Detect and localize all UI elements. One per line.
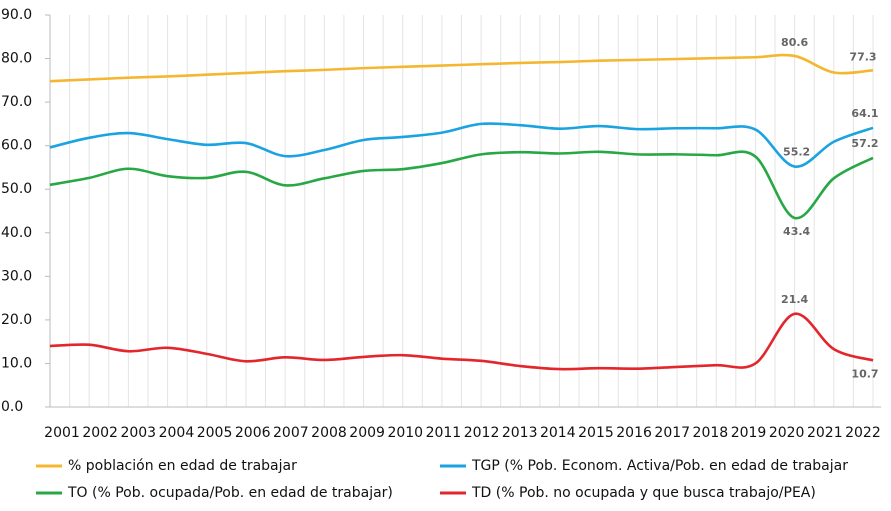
legend-label: TD (% Pob. no ocupada y que busca trabaj… (471, 485, 816, 501)
legend-label: TO (% Pob. ocupada/Pob. en edad de traba… (67, 485, 393, 501)
y-tick-label: 20.0 (1, 312, 32, 328)
y-tick-label: 90.0 (1, 7, 32, 23)
value-label: 43.4 (783, 225, 810, 238)
x-tick-label: 2014 (540, 425, 576, 441)
x-tick-label: 2002 (82, 425, 118, 441)
x-tick-label: 2011 (426, 425, 462, 441)
y-tick-label: 80.0 (1, 51, 32, 67)
value-label: 64.1 (851, 107, 878, 120)
value-label: 80.6 (781, 36, 808, 49)
y-tick-label: 60.0 (1, 138, 32, 154)
x-tick-label: 2022 (845, 425, 881, 441)
series-line (49, 122, 874, 168)
x-tick-label: 2015 (578, 425, 614, 441)
y-tick-label: 10.0 (1, 355, 32, 371)
x-tick-label: 2018 (693, 425, 729, 441)
legend-label: % población en edad de trabajar (68, 458, 297, 474)
value-label: 77.3 (849, 50, 876, 63)
y-tick-label: 70.0 (1, 94, 32, 110)
x-tick-label: 2001 (44, 425, 80, 441)
x-tick-label: 2006 (235, 425, 271, 441)
value-label: 21.4 (781, 293, 808, 306)
x-tick-label: 2009 (349, 425, 385, 441)
x-tick-label: 2004 (159, 425, 195, 441)
x-tick-label: 2003 (120, 425, 156, 441)
series-line (49, 150, 874, 220)
y-tick-label: 50.0 (1, 181, 32, 197)
y-tick-label: 40.0 (1, 225, 32, 241)
value-label: 57.2 (851, 137, 878, 150)
x-tick-label: 2007 (273, 425, 309, 441)
x-tick-label: 2005 (197, 425, 233, 441)
x-tick-label: 2012 (464, 425, 500, 441)
series-line (49, 53, 874, 83)
x-tick-label: 2020 (769, 425, 805, 441)
y-tick-label: 30.0 (1, 268, 32, 284)
value-label: 55.2 (783, 146, 810, 159)
y-tick-label: 0.0 (1, 399, 23, 415)
x-tick-label: 2010 (387, 425, 423, 441)
x-tick-label: 2017 (654, 425, 690, 441)
value-label: 10.7 (851, 367, 878, 380)
x-tick-label: 2013 (502, 425, 538, 441)
x-tick-label: 2016 (616, 425, 652, 441)
x-tick-label: 2021 (807, 425, 843, 441)
x-tick-label: 2008 (311, 425, 347, 441)
legend-label: TGP (% Pob. Econom. Activa/Pob. en edad … (471, 458, 848, 474)
series-line (49, 312, 874, 371)
x-tick-label: 2019 (731, 425, 767, 441)
